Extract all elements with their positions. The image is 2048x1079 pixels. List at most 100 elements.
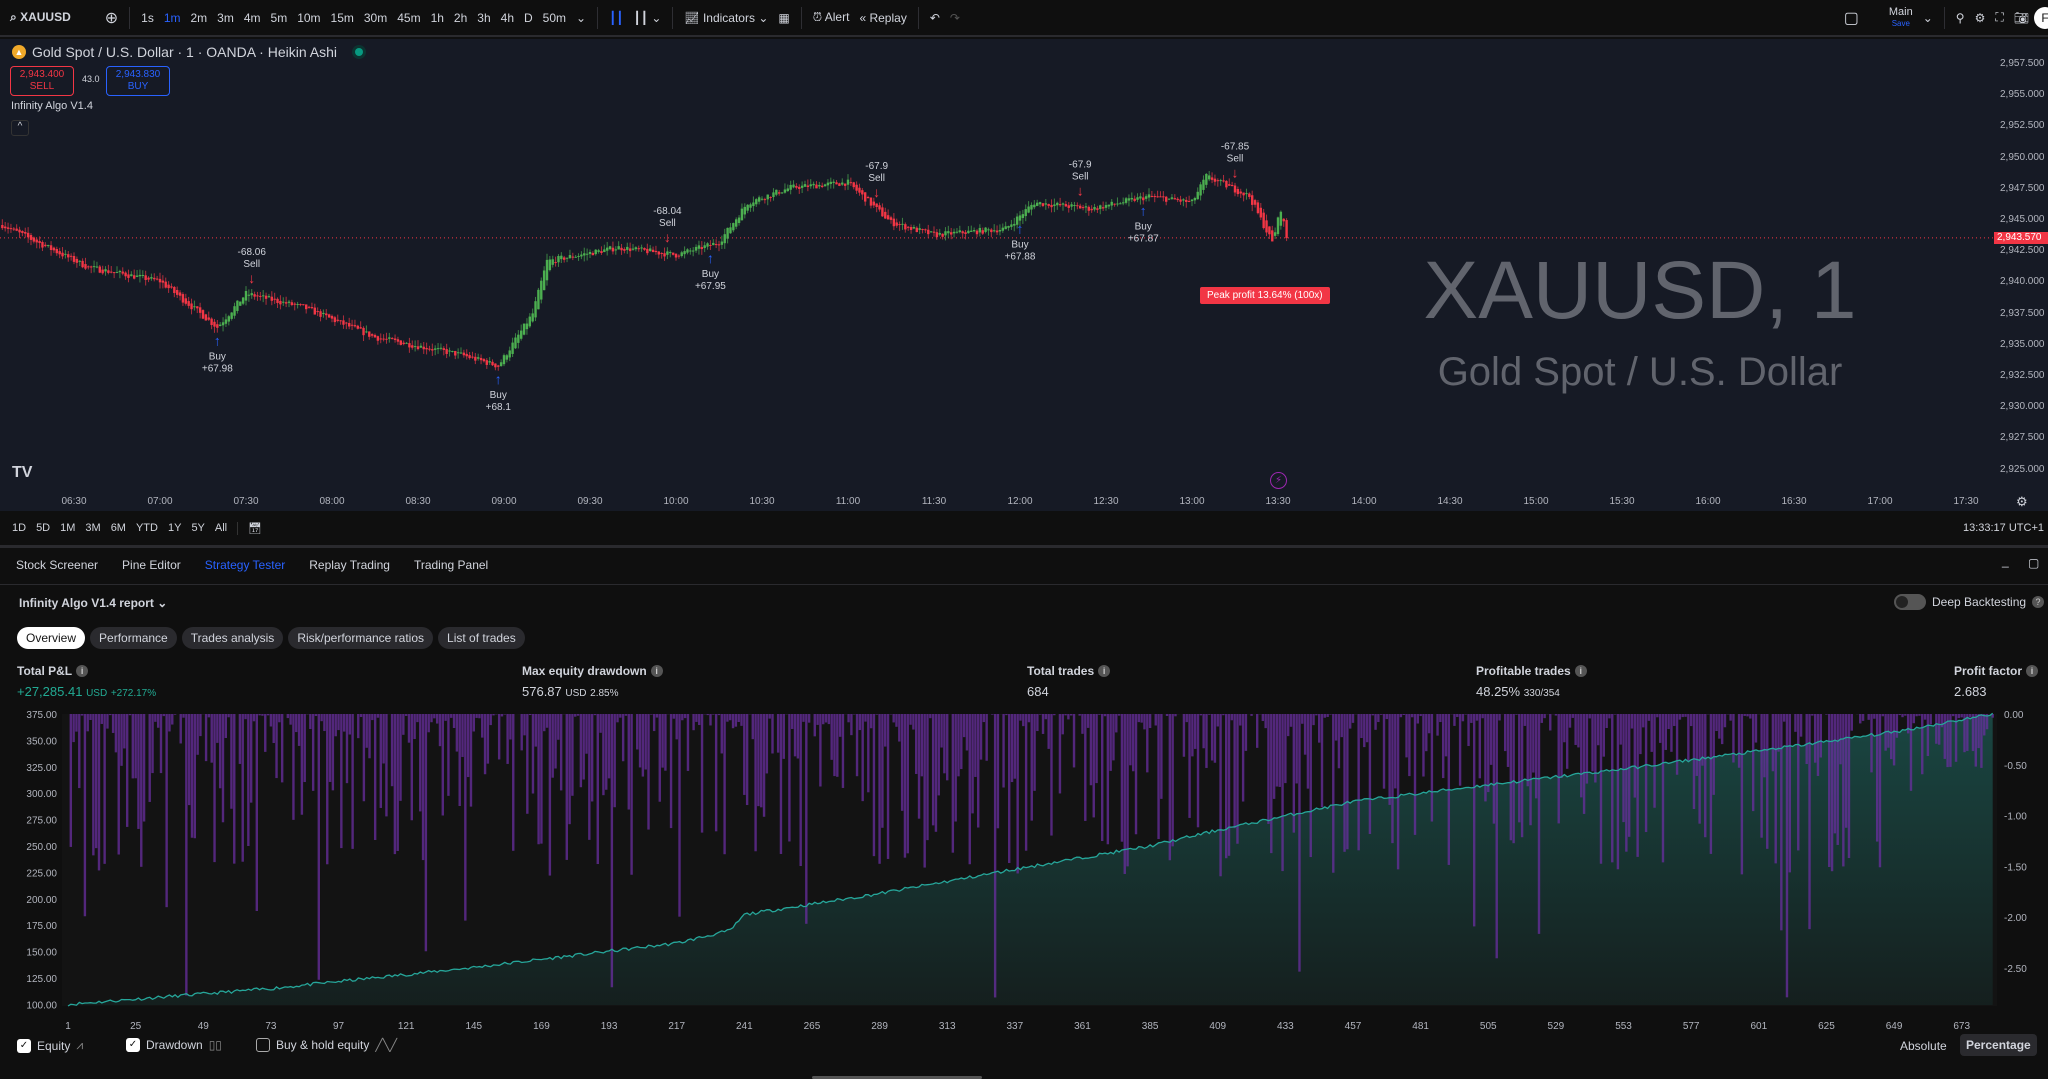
candles-canvas[interactable]: ↑Buy+67.98↓Sell-68.06↑Buy+68.1↓Sell-68.0… xyxy=(0,39,2048,511)
timeframe-15m[interactable]: 15m xyxy=(330,10,354,25)
layout-square-icon[interactable]: ▢ xyxy=(1843,9,1859,27)
toggle-switch[interactable] xyxy=(1894,594,1926,610)
candle-body xyxy=(663,253,666,257)
candle-body xyxy=(703,245,706,249)
axis-settings-icon[interactable]: ⚙ xyxy=(2016,494,2028,509)
subtab-3[interactable]: Risk/performance ratios xyxy=(288,627,434,649)
range-6M[interactable]: 6M xyxy=(110,522,126,534)
avatar[interactable]: F xyxy=(2034,6,2048,29)
subtab-1[interactable]: Performance xyxy=(90,627,177,649)
timeframe-D[interactable]: D xyxy=(524,10,533,25)
range-5D[interactable]: 5D xyxy=(36,522,51,534)
candle-body xyxy=(603,249,606,253)
range-1Y[interactable]: 1Y xyxy=(167,522,182,534)
timeframe-30m[interactable]: 30m xyxy=(363,10,388,25)
range-All[interactable]: All xyxy=(214,522,228,534)
bar-style-icon[interactable]: ┃┃ ⌄ xyxy=(633,10,662,25)
symbol-search[interactable]: ⌕ XAUUSD xyxy=(10,10,71,24)
add-symbol-icon[interactable]: ⊕ xyxy=(104,9,119,27)
alert-button[interactable]: ⏰︎ Alert xyxy=(812,10,850,24)
timeframe-3h[interactable]: 3h xyxy=(477,10,491,25)
timeframe-50m[interactable]: 50m xyxy=(542,10,567,25)
lightning-icon[interactable]: ⚡︎ xyxy=(1270,472,1287,489)
redo-icon[interactable]: ↷ xyxy=(949,10,960,25)
report-selector[interactable]: Infinity Algo V1.4 report ⌄ xyxy=(19,596,168,610)
minimize-icon[interactable]: _ xyxy=(2002,554,2009,568)
legend-buyhold[interactable]: Buy & hold equity ╱╲╱ xyxy=(256,1038,397,1052)
range-3M[interactable]: 3M xyxy=(85,522,101,534)
layouts-icon[interactable]: ▦ xyxy=(778,10,790,25)
candle-body xyxy=(574,256,577,258)
timeframe-4m[interactable]: 4m xyxy=(243,10,261,25)
timeframe-1h[interactable]: 1h xyxy=(430,10,444,25)
collapse-legend-button[interactable]: ^ xyxy=(11,120,29,136)
panel-tab-0[interactable]: Stock Screener xyxy=(16,558,99,572)
subtab-0[interactable]: Overview xyxy=(17,627,86,649)
timeframe-4h[interactable]: 4h xyxy=(500,10,514,25)
timeframe-3m[interactable]: 3m xyxy=(217,10,234,25)
panel-tab-3[interactable]: Replay Trading xyxy=(309,558,390,572)
candle-body xyxy=(611,247,615,252)
info-icon[interactable]: i xyxy=(1574,665,1587,677)
candle-body xyxy=(178,292,182,296)
range-1M[interactable]: 1M xyxy=(60,522,76,534)
calendar-icon[interactable]: 📅︎ xyxy=(237,521,262,535)
candle-body xyxy=(15,228,18,231)
timeframe-2m[interactable]: 2m xyxy=(190,10,208,25)
buy-button[interactable]: 2,943.830 BUY xyxy=(106,66,170,96)
timeframe-5m[interactable]: 5m xyxy=(270,10,288,25)
panel-tab-1[interactable]: Pine Editor xyxy=(122,558,181,572)
layout-menu[interactable]: Main Save xyxy=(1884,6,1918,29)
settings-icon[interactable]: ⚙ xyxy=(1974,10,1986,25)
signal-label: Buy xyxy=(209,351,226,362)
buyhold-checkbox[interactable] xyxy=(256,1038,270,1052)
bottom-panel: Stock Screener Pine Editor Strategy Tester… xyxy=(0,548,2048,1079)
range-1D[interactable]: 1D xyxy=(12,522,27,534)
timeframe-45m[interactable]: 45m xyxy=(397,10,421,25)
legend-drawdown[interactable]: ✓ Drawdown ▯▯ xyxy=(126,1038,222,1052)
sell-button[interactable]: 2,943.400 SELL xyxy=(10,66,74,96)
maximize-icon[interactable]: ▢ xyxy=(2028,556,2040,570)
info-icon[interactable]: i xyxy=(76,665,89,677)
chevron-down-icon[interactable]: ⌄ xyxy=(576,10,587,25)
candle-body xyxy=(961,231,964,234)
candle-body xyxy=(640,247,643,249)
timeframe-10m[interactable]: 10m xyxy=(297,10,321,25)
timeframe-2h[interactable]: 2h xyxy=(453,10,468,25)
indicators-button[interactable]: 📈︎ Indicators ⌄ xyxy=(684,10,769,25)
panel-tab-2[interactable]: Strategy Tester xyxy=(204,558,286,572)
absolute-button[interactable]: Absolute xyxy=(1900,1039,1947,1053)
deep-backtesting-toggle[interactable]: Deep Backtesting ? xyxy=(1894,594,2045,610)
info-icon[interactable]: i xyxy=(650,665,663,677)
candle-body xyxy=(732,223,735,231)
candles-icon[interactable]: ┃┃ xyxy=(609,10,624,25)
drawdown-checkbox[interactable]: ✓ xyxy=(126,1038,140,1052)
timeframe-1m[interactable]: 1m xyxy=(163,10,181,25)
subtab-4[interactable]: List of trades xyxy=(438,627,525,649)
undo-icon[interactable]: ↶ xyxy=(929,10,940,25)
legend-equity[interactable]: ✓ Equity ⩘ xyxy=(17,1038,83,1053)
clock: 13:33:17 UTC+1 xyxy=(1962,522,2044,534)
price-chart[interactable]: ↑ Buy +67.98 ↓ Sell -68.06 ↑ Buy +68.1 ↓ Sell -68.0… xyxy=(0,39,2048,511)
fullscreen-icon[interactable]: ⛶ xyxy=(1995,10,2004,24)
help-icon[interactable]: ? xyxy=(2032,596,2045,608)
candle-body xyxy=(1058,204,1062,206)
range-YTD[interactable]: YTD xyxy=(135,522,158,534)
timeframe-1s[interactable]: 1s xyxy=(141,10,154,25)
candle-body xyxy=(181,294,185,303)
panel-tab-4[interactable]: Trading Panel xyxy=(413,558,489,572)
price-tick: 2,957.500 xyxy=(2000,58,2045,69)
subtab-2[interactable]: Trades analysis xyxy=(181,627,284,649)
horizontal-scrollbar[interactable] xyxy=(812,1076,982,1079)
chevron-down-icon[interactable]: ⌄ xyxy=(1922,10,1933,25)
price-tick: 2,940.000 xyxy=(2000,276,2045,288)
info-icon[interactable]: i xyxy=(1098,665,1111,677)
replay-button[interactable]: « Replay xyxy=(859,10,907,25)
range-5Y[interactable]: 5Y xyxy=(191,522,205,534)
percentage-button[interactable]: Percentage xyxy=(1960,1034,2037,1056)
candle-body xyxy=(545,259,549,281)
quick-search-icon[interactable]: ⚲ xyxy=(1955,10,1965,25)
equity-checkbox[interactable]: ✓ xyxy=(17,1038,31,1053)
info-icon[interactable]: i xyxy=(2026,665,2039,677)
camera-icon[interactable]: 📷︎ xyxy=(2013,10,2029,25)
